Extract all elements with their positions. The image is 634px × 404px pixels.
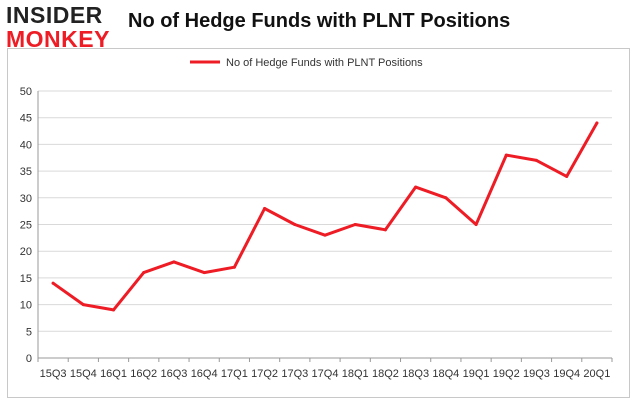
data-point — [474, 223, 478, 226]
y-tick-label: 10 — [20, 300, 32, 312]
insider-monkey-logo: INSIDER MONKEY — [6, 4, 118, 54]
y-tick-label: 0 — [26, 353, 32, 365]
x-tick-label: 15Q4 — [70, 368, 97, 380]
data-point — [172, 260, 176, 264]
x-tick-label: 20Q1 — [583, 368, 610, 380]
y-tick-label: 45 — [20, 113, 32, 125]
data-point — [142, 271, 146, 275]
data-point — [353, 223, 357, 226]
y-tick-label: 50 — [20, 86, 32, 98]
data-point — [202, 271, 206, 275]
x-tick-label: 17Q1 — [221, 368, 248, 380]
series-line-0 — [51, 121, 599, 312]
legend-label: No of Hedge Funds with PLNT Positions — [226, 57, 423, 69]
y-axis-ticks: 0 5 10 15 20 25 30 35 40 45 50 — [20, 86, 32, 365]
x-tick-label: 19Q1 — [463, 368, 490, 380]
x-tick-label: 15Q3 — [40, 368, 67, 380]
x-tick-label: 16Q1 — [100, 368, 127, 380]
data-point — [323, 233, 327, 237]
x-tick-label: 16Q2 — [130, 368, 157, 380]
data-point — [595, 121, 599, 125]
legend: No of Hedge Funds with PLNT Positions — [190, 57, 423, 69]
data-point — [414, 185, 418, 189]
data-point — [565, 174, 569, 178]
data-point — [383, 228, 387, 232]
logo-bottom-text: MONKEY — [6, 26, 110, 52]
data-point — [534, 158, 538, 162]
x-tick-label: 19Q3 — [523, 368, 550, 380]
y-tick-label: 40 — [20, 139, 32, 151]
data-point — [112, 308, 116, 312]
data-point — [51, 281, 55, 285]
gridlines — [37, 90, 612, 359]
series-layer — [51, 121, 599, 312]
chart-frame — [7, 48, 630, 398]
data-point — [232, 265, 236, 269]
x-tick-label: 16Q3 — [160, 368, 187, 380]
chart-title: No of Hedge Funds with PLNT Positions — [128, 10, 511, 32]
y-tick-label: 15 — [20, 273, 32, 285]
x-tick-label: 17Q2 — [251, 368, 278, 380]
data-point — [81, 303, 85, 307]
x-tick-label: 19Q4 — [553, 368, 580, 380]
x-tick-label: 19Q2 — [493, 368, 520, 380]
y-tick-label: 30 — [20, 193, 32, 205]
y-tick-label: 5 — [26, 326, 32, 338]
x-tick-label: 18Q3 — [402, 368, 429, 380]
x-tick-label: 18Q4 — [432, 368, 459, 380]
data-point — [504, 153, 508, 157]
y-tick-label: 25 — [20, 220, 32, 232]
x-tick-label: 17Q4 — [312, 368, 339, 380]
x-tick-label: 18Q2 — [372, 368, 399, 380]
x-tick-label: 16Q4 — [191, 368, 218, 380]
x-tick-label: 17Q3 — [281, 368, 308, 380]
data-point — [293, 223, 297, 226]
y-tick-label: 20 — [20, 246, 32, 258]
y-tick-label: 35 — [20, 166, 32, 178]
data-point — [444, 196, 448, 200]
logo-top-text: INSIDER — [6, 2, 103, 28]
x-axis-ticks: 15Q3 15Q4 16Q1 16Q2 16Q3 16Q4 17Q1 17Q2 17Q3 17Q4… — [37, 358, 613, 380]
x-tick-label: 18Q1 — [342, 368, 369, 380]
data-point — [263, 206, 267, 210]
